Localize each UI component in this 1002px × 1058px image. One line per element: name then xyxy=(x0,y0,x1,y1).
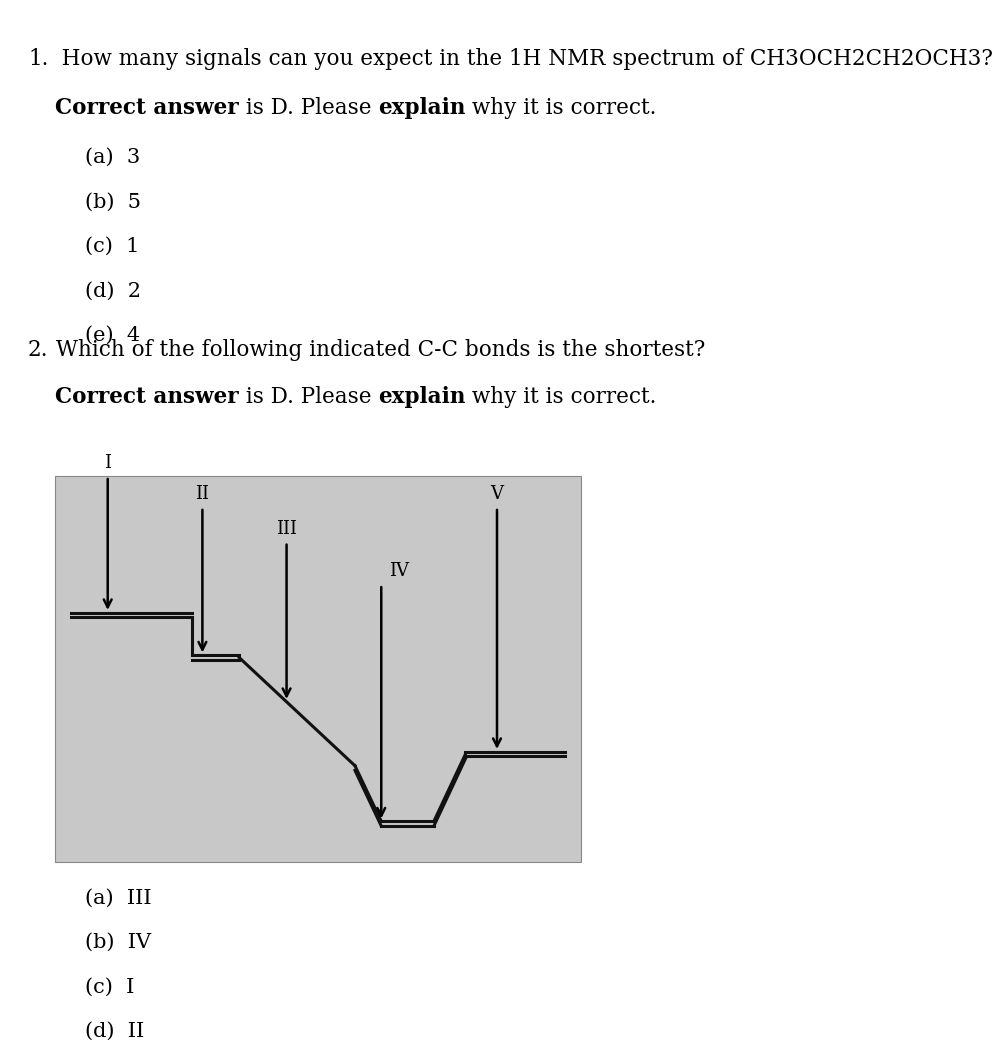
Text: (a)  III: (a) III xyxy=(85,889,151,908)
Text: is D. Please: is D. Please xyxy=(238,386,378,408)
Bar xyxy=(55,476,581,862)
Text: II: II xyxy=(195,485,209,503)
Text: 2.: 2. xyxy=(28,339,48,361)
Text: 1.: 1. xyxy=(28,48,48,70)
Text: why it is correct.: why it is correct. xyxy=(466,386,657,408)
Text: V: V xyxy=(491,485,503,503)
Text: (e)  4: (e) 4 xyxy=(85,326,140,345)
Text: I: I xyxy=(104,454,111,472)
Text: is D. Please: is D. Please xyxy=(238,97,378,120)
Text: why it is correct.: why it is correct. xyxy=(466,97,657,120)
Text: Correct answer: Correct answer xyxy=(55,386,238,408)
Text: Which of the following indicated C-C bonds is the shortest?: Which of the following indicated C-C bon… xyxy=(48,339,704,361)
Text: How many signals can you expect in the 1H NMR spectrum of CH3OCH2CH2OCH3?: How many signals can you expect in the 1… xyxy=(48,48,993,70)
Text: (d)  2: (d) 2 xyxy=(85,281,141,300)
Text: (c)  1: (c) 1 xyxy=(85,237,139,256)
Text: (a)  3: (a) 3 xyxy=(85,148,140,167)
Text: (b)  IV: (b) IV xyxy=(85,933,151,952)
Text: (b)  5: (b) 5 xyxy=(85,193,141,212)
Text: (c)  I: (c) I xyxy=(85,978,134,997)
Text: explain: explain xyxy=(378,386,466,408)
Text: III: III xyxy=(277,519,297,537)
Text: Correct answer: Correct answer xyxy=(55,97,238,120)
Text: (d)  II: (d) II xyxy=(85,1022,144,1041)
Text: IV: IV xyxy=(390,562,409,580)
Text: explain: explain xyxy=(378,97,466,120)
